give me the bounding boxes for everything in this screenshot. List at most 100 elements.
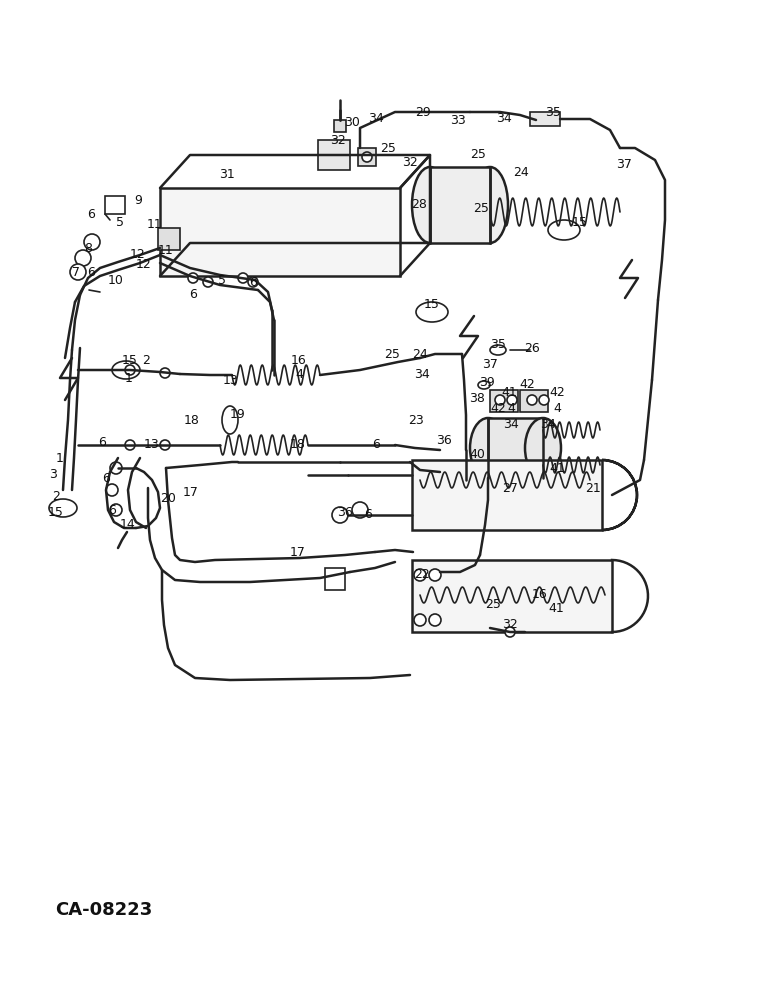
Text: 6: 6 bbox=[249, 275, 257, 288]
Bar bbox=[160, 188, 400, 276]
Bar bbox=[530, 112, 560, 126]
Text: 25: 25 bbox=[470, 148, 486, 161]
Text: 4: 4 bbox=[553, 401, 561, 414]
Circle shape bbox=[505, 627, 515, 637]
Circle shape bbox=[70, 264, 86, 280]
Text: 5: 5 bbox=[218, 273, 226, 286]
Text: 23: 23 bbox=[408, 414, 424, 426]
Text: 35: 35 bbox=[490, 338, 506, 352]
Text: 16: 16 bbox=[532, 588, 548, 601]
Text: 1: 1 bbox=[125, 371, 133, 384]
Text: 22: 22 bbox=[414, 568, 430, 582]
Text: 6: 6 bbox=[189, 288, 197, 302]
Text: 32: 32 bbox=[330, 133, 346, 146]
Text: 12: 12 bbox=[130, 248, 146, 261]
Text: 29: 29 bbox=[415, 105, 431, 118]
Text: 26: 26 bbox=[524, 342, 540, 355]
Text: 37: 37 bbox=[482, 359, 498, 371]
Text: 34: 34 bbox=[368, 111, 384, 124]
Bar bbox=[334, 120, 346, 132]
Text: 3: 3 bbox=[49, 468, 57, 482]
Bar bbox=[412, 560, 612, 632]
Text: 27: 27 bbox=[502, 482, 518, 494]
Circle shape bbox=[110, 462, 122, 474]
Ellipse shape bbox=[525, 418, 561, 478]
Circle shape bbox=[125, 440, 135, 450]
Text: 15: 15 bbox=[48, 506, 64, 518]
Text: 38: 38 bbox=[469, 391, 485, 404]
Text: 25: 25 bbox=[380, 141, 396, 154]
Bar bbox=[325, 568, 345, 590]
Text: 34: 34 bbox=[540, 418, 556, 432]
Text: 42: 42 bbox=[519, 378, 535, 391]
Circle shape bbox=[495, 395, 505, 405]
Text: 11: 11 bbox=[158, 243, 174, 256]
Text: 19: 19 bbox=[230, 408, 245, 422]
Text: 34: 34 bbox=[414, 368, 430, 381]
Text: 11: 11 bbox=[147, 219, 163, 232]
Text: 17: 17 bbox=[290, 546, 306, 558]
Text: 1: 1 bbox=[56, 452, 64, 464]
Text: 12: 12 bbox=[136, 258, 152, 271]
Circle shape bbox=[75, 250, 91, 266]
Text: 6: 6 bbox=[87, 265, 95, 278]
Text: 6: 6 bbox=[102, 472, 110, 485]
Text: 6: 6 bbox=[364, 508, 372, 522]
Text: 20: 20 bbox=[160, 491, 176, 504]
Text: 25: 25 bbox=[485, 598, 501, 611]
Text: CA-08223: CA-08223 bbox=[55, 901, 152, 919]
Text: 15: 15 bbox=[572, 216, 588, 229]
Circle shape bbox=[106, 484, 118, 496]
Text: 9: 9 bbox=[134, 194, 142, 207]
Circle shape bbox=[507, 395, 517, 405]
Text: 2: 2 bbox=[52, 490, 60, 504]
Circle shape bbox=[160, 368, 170, 378]
Text: 42: 42 bbox=[490, 401, 506, 414]
Circle shape bbox=[414, 614, 426, 626]
Text: 6: 6 bbox=[98, 436, 106, 448]
Circle shape bbox=[527, 395, 537, 405]
Circle shape bbox=[429, 614, 441, 626]
Text: 2: 2 bbox=[142, 354, 150, 366]
Circle shape bbox=[332, 507, 348, 523]
Ellipse shape bbox=[49, 499, 77, 517]
Ellipse shape bbox=[472, 167, 508, 243]
Bar bbox=[412, 460, 602, 530]
Text: 17: 17 bbox=[183, 486, 199, 498]
Text: 24: 24 bbox=[412, 349, 428, 361]
Text: 25: 25 bbox=[473, 202, 489, 215]
Ellipse shape bbox=[470, 418, 506, 478]
Text: 33: 33 bbox=[450, 114, 466, 127]
Text: 4: 4 bbox=[507, 401, 515, 414]
Ellipse shape bbox=[222, 406, 238, 434]
Circle shape bbox=[429, 569, 441, 581]
Text: 36: 36 bbox=[337, 506, 353, 518]
Text: 31: 31 bbox=[219, 168, 235, 182]
Text: 21: 21 bbox=[585, 482, 601, 494]
Text: 18: 18 bbox=[290, 438, 306, 452]
Text: 6: 6 bbox=[372, 438, 380, 452]
Text: 5: 5 bbox=[116, 216, 124, 229]
Text: 41: 41 bbox=[501, 385, 517, 398]
Text: 41: 41 bbox=[549, 462, 565, 475]
Text: 18: 18 bbox=[184, 414, 200, 426]
Bar bbox=[158, 228, 180, 250]
Bar bbox=[520, 390, 548, 412]
Text: 16: 16 bbox=[291, 354, 307, 366]
Text: 25: 25 bbox=[384, 349, 400, 361]
Text: 6: 6 bbox=[108, 504, 116, 516]
Text: 6: 6 bbox=[87, 209, 95, 222]
Text: 15: 15 bbox=[424, 298, 440, 312]
Text: 36: 36 bbox=[436, 434, 452, 446]
Circle shape bbox=[414, 569, 426, 581]
Text: 14: 14 bbox=[120, 518, 136, 532]
Text: 32: 32 bbox=[402, 155, 418, 168]
Ellipse shape bbox=[478, 381, 490, 389]
Text: 30: 30 bbox=[344, 115, 360, 128]
Circle shape bbox=[203, 277, 213, 287]
Circle shape bbox=[110, 504, 122, 516]
Ellipse shape bbox=[112, 361, 140, 379]
Ellipse shape bbox=[416, 302, 448, 322]
Circle shape bbox=[238, 273, 248, 283]
Text: 39: 39 bbox=[479, 375, 495, 388]
